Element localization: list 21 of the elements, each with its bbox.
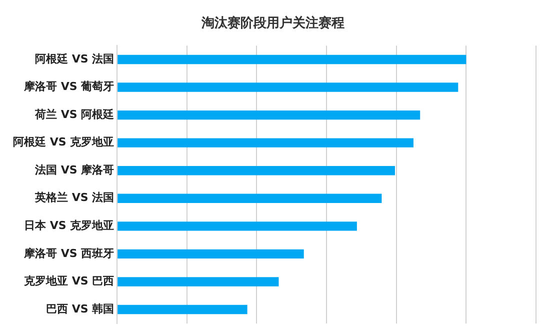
y-tick-label: 阿根廷 VS 克罗地亚 (12, 136, 114, 149)
y-tick-label: 法国 VS 摩洛哥 (34, 163, 114, 176)
bar (118, 82, 458, 92)
bar (118, 110, 420, 120)
y-tick-label: 英格兰 VS 法国 (34, 191, 114, 204)
y-tick-label: 日本 VS 克罗地亚 (24, 219, 114, 232)
chart-title: 淘汰赛阶段用户关注赛程 (200, 15, 344, 32)
y-tick-label: 巴西 VS 韩国 (46, 302, 114, 316)
bar (118, 194, 382, 203)
bar (118, 277, 279, 286)
y-tick-label: 克罗地亚 VS 巴西 (22, 274, 114, 288)
y-tick-label: 摩洛哥 VS 葡萄牙 (22, 80, 114, 94)
bar (118, 54, 466, 64)
bar (118, 138, 414, 148)
bar (118, 304, 248, 314)
bar (118, 249, 304, 259)
y-tick-label: 摩洛哥 VS 西班牙 (22, 246, 114, 260)
y-tick-label: 荷兰 VS 阿根廷 (34, 108, 114, 121)
bar (118, 222, 357, 231)
y-tick-label: 阿根廷 VS 法国 (34, 52, 114, 66)
bar (118, 166, 395, 176)
